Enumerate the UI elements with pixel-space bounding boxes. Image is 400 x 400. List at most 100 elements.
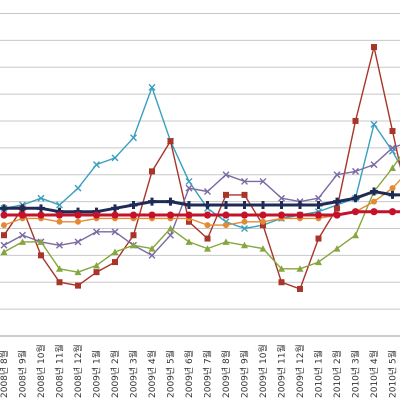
- x-tick-label: 2008년 11월: [54, 344, 66, 398]
- data-point: [111, 248, 119, 255]
- data-point: [277, 211, 286, 219]
- gridlines: [0, 12, 400, 337]
- data-point: [18, 211, 27, 219]
- data-point: [148, 245, 156, 252]
- data-point: [74, 238, 82, 246]
- data-point: [75, 218, 81, 225]
- x-tick-label: 2008년 10월: [35, 344, 47, 398]
- data-point: [92, 211, 101, 219]
- data-point: [315, 235, 322, 242]
- x-tick-label: 2008년 12월: [72, 344, 84, 398]
- data-point: [111, 228, 119, 236]
- data-point: [259, 211, 267, 219]
- data-point: [240, 211, 249, 219]
- data-point: [204, 222, 211, 229]
- data-point: [370, 208, 378, 216]
- data-point: [278, 279, 285, 286]
- x-tick-label: 2009년 2월: [109, 350, 121, 398]
- data-point: [370, 187, 378, 196]
- data-point: [389, 164, 396, 171]
- data-point: [297, 285, 303, 292]
- x-tick-label: 2009년 11월: [276, 344, 288, 398]
- data-point: [259, 200, 267, 209]
- data-point: [56, 201, 63, 209]
- data-point: [241, 224, 248, 232]
- data-point: [111, 204, 119, 213]
- data-point: [55, 211, 64, 219]
- x-tick-label: 2010년 4월: [368, 350, 380, 398]
- x-tick-label: 2010년 2월: [331, 350, 343, 398]
- data-point: [74, 268, 82, 276]
- data-point: [1, 232, 7, 239]
- x-tick-label: 2009년 1월: [91, 350, 103, 398]
- data-point: [351, 194, 360, 203]
- data-point: [241, 177, 248, 185]
- series-line: [3, 86, 400, 230]
- series-4: [0, 155, 400, 276]
- data-point: [333, 171, 341, 179]
- data-point: [388, 208, 397, 216]
- data-point: [222, 211, 230, 219]
- data-point: [148, 251, 156, 259]
- data-point: [185, 177, 193, 185]
- data-point: [241, 191, 248, 198]
- series-2: [1, 44, 400, 292]
- series-3: [0, 144, 400, 259]
- data-point: [37, 194, 45, 202]
- data-point: [129, 211, 138, 219]
- data-point: [370, 161, 378, 169]
- x-tick-label: 2008년 8월: [0, 350, 10, 398]
- data-point: [223, 191, 229, 198]
- x-tick-label: 2008년 9월: [17, 350, 29, 398]
- data-point: [370, 120, 378, 128]
- data-point: [166, 197, 175, 206]
- data-point: [74, 211, 82, 219]
- data-point: [167, 231, 174, 239]
- data-point: [389, 144, 396, 152]
- series-line: [3, 178, 400, 226]
- data-point: [296, 265, 304, 272]
- data-point: [333, 211, 341, 219]
- data-point: [18, 204, 27, 213]
- data-point: [259, 245, 267, 252]
- data-point: [371, 198, 377, 205]
- data-point: [0, 204, 8, 213]
- x-tick-label: 2010년 1월: [313, 350, 325, 398]
- data-point: [185, 211, 193, 219]
- data-point: [56, 265, 63, 272]
- data-point: [93, 228, 100, 236]
- data-point: [389, 128, 396, 135]
- data-point: [93, 161, 100, 169]
- data-point: [0, 241, 8, 249]
- x-tick-label: 2009년 9월: [239, 350, 251, 398]
- data-point: [259, 177, 267, 185]
- data-point: [38, 252, 44, 259]
- data-point: [56, 241, 63, 249]
- data-point: [0, 248, 8, 255]
- data-point: [240, 200, 249, 209]
- data-point: [56, 218, 63, 225]
- data-point: [130, 232, 137, 239]
- data-point: [149, 168, 155, 175]
- data-point: [315, 194, 322, 202]
- data-point: [314, 200, 323, 209]
- data-point: [241, 241, 248, 249]
- data-point: [75, 282, 81, 289]
- x-tick-label: 2010년 5월: [387, 350, 399, 398]
- x-tick-label: 2009년 12월: [294, 344, 306, 398]
- data-point: [185, 200, 193, 209]
- data-point: [185, 238, 193, 245]
- data-point: [260, 222, 266, 229]
- data-point: [352, 117, 359, 124]
- data-point: [111, 211, 119, 219]
- data-point: [93, 261, 100, 269]
- data-point: [56, 279, 63, 286]
- data-point: [315, 258, 322, 266]
- series-group: [0, 44, 400, 292]
- data-point: [260, 218, 266, 225]
- data-point: [351, 208, 360, 216]
- data-point: [203, 200, 212, 209]
- series-7: [0, 208, 400, 219]
